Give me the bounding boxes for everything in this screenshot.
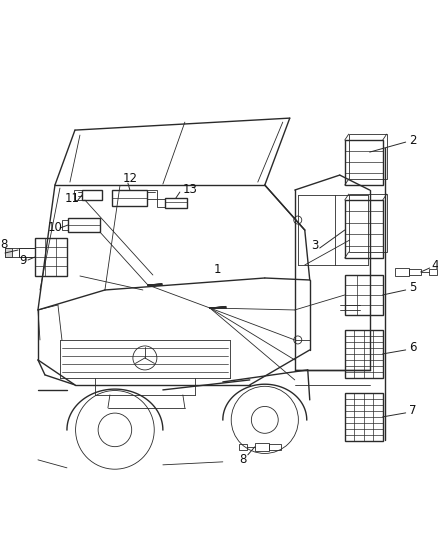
Bar bbox=[345, 393, 383, 441]
Bar bbox=[269, 444, 281, 450]
Bar bbox=[112, 190, 147, 206]
Bar bbox=[74, 190, 82, 200]
Text: 3: 3 bbox=[311, 238, 318, 252]
Bar bbox=[5, 248, 19, 257]
Text: 6: 6 bbox=[409, 342, 417, 354]
Bar bbox=[255, 443, 269, 451]
Bar bbox=[68, 218, 100, 232]
Bar bbox=[429, 269, 437, 275]
Text: 12: 12 bbox=[122, 172, 138, 184]
Text: 2: 2 bbox=[409, 134, 417, 147]
Text: 8: 8 bbox=[239, 454, 247, 466]
Bar bbox=[82, 190, 102, 200]
Text: 9: 9 bbox=[19, 254, 27, 266]
Bar bbox=[62, 220, 68, 230]
Bar bbox=[409, 269, 420, 275]
Bar bbox=[345, 275, 383, 315]
Text: 4: 4 bbox=[431, 259, 438, 271]
Text: 7: 7 bbox=[409, 405, 417, 417]
Bar bbox=[19, 248, 35, 257]
Bar bbox=[239, 444, 247, 450]
Text: 5: 5 bbox=[409, 281, 417, 295]
Bar bbox=[395, 268, 409, 276]
Bar bbox=[157, 199, 165, 207]
Bar bbox=[345, 200, 383, 258]
Text: 11: 11 bbox=[64, 191, 79, 205]
Bar bbox=[147, 190, 157, 199]
Bar bbox=[165, 198, 187, 208]
Text: 1: 1 bbox=[214, 263, 222, 277]
Text: 13: 13 bbox=[182, 183, 197, 196]
Bar bbox=[345, 330, 383, 378]
Text: 8: 8 bbox=[0, 238, 8, 251]
Text: 10: 10 bbox=[47, 221, 62, 233]
Bar bbox=[5, 248, 12, 257]
Bar bbox=[349, 134, 387, 179]
Bar bbox=[349, 194, 387, 252]
Bar bbox=[345, 140, 383, 185]
Bar bbox=[35, 238, 67, 276]
